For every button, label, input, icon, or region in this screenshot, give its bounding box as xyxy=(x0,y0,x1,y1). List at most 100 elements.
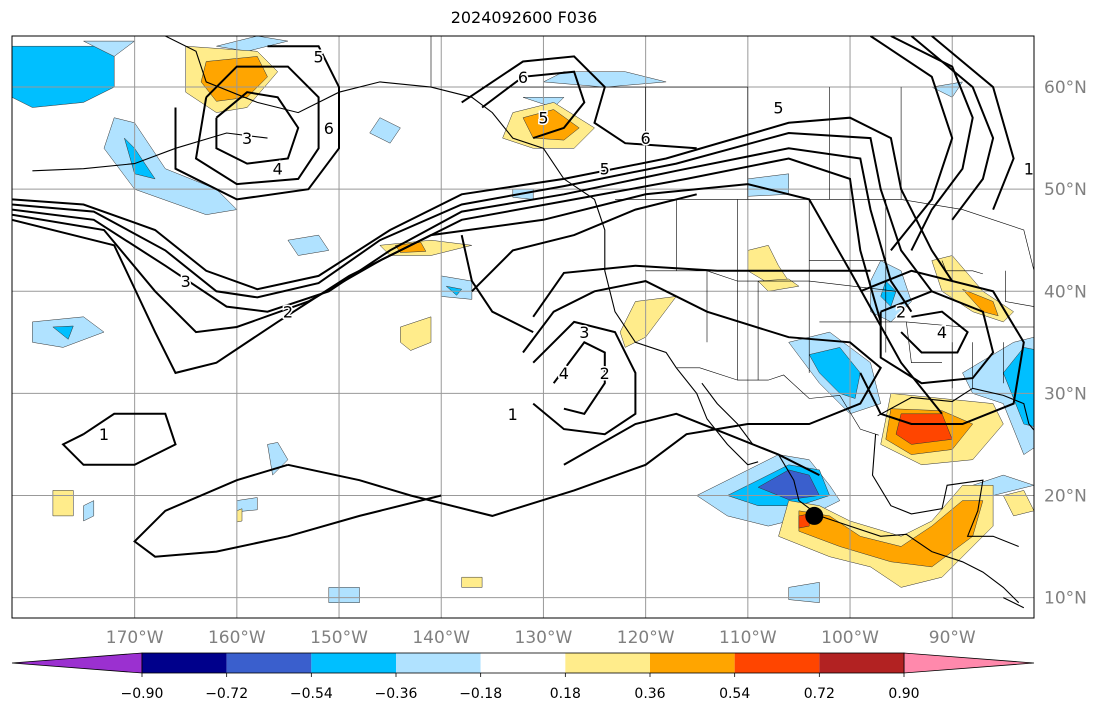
lat-tick-label: 30°N xyxy=(1044,384,1087,404)
border-line xyxy=(819,321,1034,328)
colorbar-extension-high xyxy=(903,652,1035,674)
colorbar-swatch xyxy=(142,653,227,673)
colorbar-swatch xyxy=(480,653,566,673)
lat-tick-label: 20°N xyxy=(1044,486,1087,506)
contour-label: 6 xyxy=(518,68,528,87)
map-title: 2024092600 F036 xyxy=(450,8,598,27)
shade-negative xyxy=(267,442,289,476)
lon-tick-label: 170°W xyxy=(106,628,164,648)
shade-negative xyxy=(445,285,463,296)
shade-positive xyxy=(747,245,790,284)
coastline xyxy=(1003,597,1025,609)
shade-positive xyxy=(400,316,432,351)
lat-tick-label: 60°N xyxy=(1044,78,1087,98)
shade-positive xyxy=(1002,490,1034,517)
contour-label: 5 xyxy=(773,98,783,117)
colorbar-label: −0.72 xyxy=(205,686,248,702)
colorbar-label: 0.72 xyxy=(804,686,835,702)
contour-line xyxy=(859,269,1025,425)
shade-positive xyxy=(236,508,243,523)
contour-line xyxy=(869,36,954,252)
contour-line xyxy=(900,310,969,354)
contour-line xyxy=(481,70,586,140)
shade-negative xyxy=(542,71,667,88)
storm-marker xyxy=(805,506,824,525)
colorbar-label: 0.90 xyxy=(888,686,919,702)
contour-label: 3 xyxy=(181,272,191,291)
contour-label: 4 xyxy=(559,364,569,383)
coastline xyxy=(32,132,268,172)
contour-label: 2 xyxy=(600,364,610,383)
shade-positive xyxy=(895,413,953,445)
shade-positive xyxy=(962,288,999,317)
colorbar-swatch xyxy=(226,653,312,673)
contour-label: 4 xyxy=(937,323,947,342)
colorbar-swatch xyxy=(565,653,650,673)
contour-label: 5 xyxy=(600,160,610,179)
colorbar-label: −0.36 xyxy=(375,686,418,702)
contour-line xyxy=(287,280,882,517)
contour-label: 1 xyxy=(508,405,518,424)
contour-label: 2 xyxy=(896,303,906,322)
contour-line xyxy=(12,147,913,313)
contour-line xyxy=(215,91,300,165)
contour-line xyxy=(471,193,697,293)
colorbar-label: 0.18 xyxy=(550,686,581,702)
shade-negative xyxy=(369,117,401,144)
lon-tick-label: 130°W xyxy=(515,628,573,648)
colorbar-label: −0.54 xyxy=(290,686,333,702)
lon-tick-label: 150°W xyxy=(310,628,368,648)
border-line xyxy=(906,321,942,364)
contour-line xyxy=(174,45,340,201)
lat-tick-label: 40°N xyxy=(1044,282,1087,302)
lon-tick-label: 110°W xyxy=(719,628,777,648)
contour-line xyxy=(194,65,320,186)
border-line xyxy=(645,270,897,292)
contour-line xyxy=(552,341,606,415)
shade-negative xyxy=(788,582,820,603)
contour-label: 3 xyxy=(242,129,252,148)
shade-positive xyxy=(1033,474,1034,486)
colorbar-swatch xyxy=(311,653,396,673)
shade-negative xyxy=(12,45,115,108)
shade-positive xyxy=(200,56,268,102)
contour-line xyxy=(890,36,974,251)
contour-line xyxy=(12,183,943,415)
border-line xyxy=(941,260,983,275)
contour-line xyxy=(133,463,442,558)
contour-line xyxy=(910,36,995,221)
border-line xyxy=(615,199,1034,272)
lat-tick-label: 10°N xyxy=(1044,589,1087,609)
contour-line xyxy=(879,290,995,385)
coastline xyxy=(871,434,1019,548)
contour-line xyxy=(931,36,1015,210)
colorbar-label: −0.18 xyxy=(459,686,502,702)
colorbar-swatch xyxy=(819,653,904,673)
contour-label: 1 xyxy=(99,425,109,444)
contour-line xyxy=(532,264,871,318)
colorbar-swatch xyxy=(734,653,820,673)
lat-tick-label: 50°N xyxy=(1044,180,1087,200)
shade-positive xyxy=(522,109,580,141)
colorbar-label: 0.36 xyxy=(634,686,665,702)
shade-positive xyxy=(52,490,74,517)
map-frame xyxy=(11,35,1035,619)
contour-label: 3 xyxy=(579,323,589,342)
contour-line xyxy=(461,55,697,150)
colorbar-label: −0.90 xyxy=(121,686,164,702)
shade-positive xyxy=(461,576,483,588)
shade-positive xyxy=(619,296,677,348)
contour-line xyxy=(460,234,534,333)
contour-line xyxy=(12,131,933,299)
shade-negative xyxy=(440,275,473,300)
shade-positive xyxy=(757,278,800,292)
lon-tick-label: 90°W xyxy=(929,628,976,648)
shade-negative xyxy=(287,234,330,256)
contour-line xyxy=(563,412,820,476)
contour-line xyxy=(12,116,954,291)
colorbar-swatch xyxy=(396,653,481,673)
colorbar-label: 0.54 xyxy=(719,686,750,702)
coastline xyxy=(165,36,759,466)
lon-tick-label: 160°W xyxy=(208,628,266,648)
contour-label: 1 xyxy=(1024,160,1034,179)
